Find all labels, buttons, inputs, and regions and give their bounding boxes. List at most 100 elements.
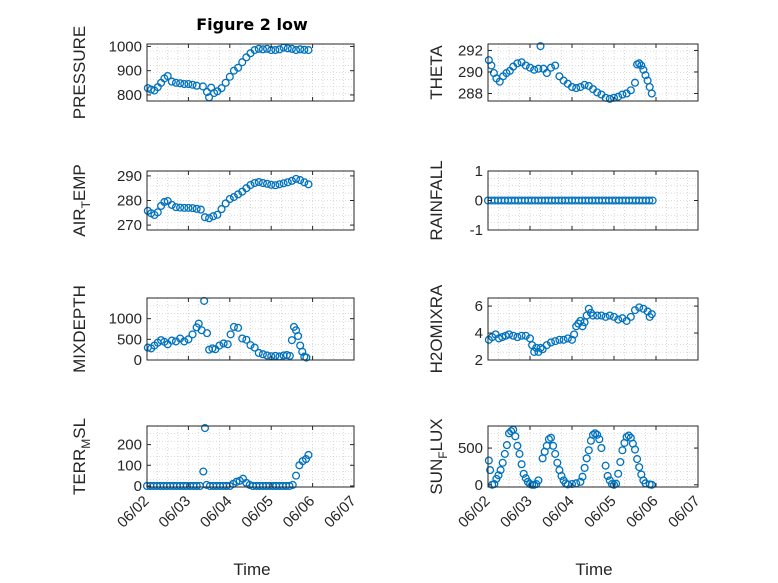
subplot-2: 288 290 292 THETA (427, 42, 699, 103)
data-point (283, 178, 292, 187)
data-point (500, 449, 509, 458)
data-point (511, 432, 520, 441)
y-axis-label: TERRMSL (70, 418, 93, 495)
y-tick-label: 1 (475, 163, 483, 180)
data-point (502, 441, 511, 450)
data-point (250, 343, 259, 352)
data-point (507, 427, 516, 436)
data-point (635, 59, 644, 68)
x-tick-label: 06/03 (497, 493, 536, 532)
data-point (221, 78, 230, 87)
data-point (221, 199, 230, 208)
data-point (521, 61, 530, 70)
axes-box (487, 425, 699, 488)
data-point (605, 311, 614, 320)
data-point (517, 331, 526, 340)
x-tick-label: 06/07 (321, 493, 360, 532)
data-point (202, 329, 212, 338)
data-point (618, 90, 627, 99)
data-point (614, 469, 623, 478)
data-point (234, 323, 243, 332)
data-point (291, 471, 301, 480)
y-tick-label: 1000 (109, 38, 142, 55)
data-point (198, 82, 207, 91)
data-point (648, 196, 657, 205)
data-point (578, 322, 587, 331)
data-point (225, 194, 234, 204)
data-point (645, 196, 654, 205)
data-point (626, 312, 635, 321)
data-point (515, 449, 524, 458)
data-point (593, 430, 602, 439)
data-point (283, 44, 292, 53)
data-point (200, 424, 210, 433)
data-point (536, 42, 545, 51)
data-point (200, 213, 210, 222)
data-point (549, 441, 558, 450)
data-point (285, 351, 294, 360)
data-point (304, 46, 313, 55)
data-point (542, 68, 551, 78)
y-axis-label: PRESSURE (70, 26, 89, 120)
axes-box (146, 425, 355, 488)
data-point (296, 176, 305, 185)
data-point (263, 44, 272, 53)
subplot-4: -1 0 1 RAINFALL (427, 160, 699, 241)
data-point (298, 347, 307, 356)
data-point (246, 341, 255, 350)
x-tick-label: 06/04 (539, 493, 578, 532)
data-point (194, 319, 203, 328)
axes-box (487, 43, 699, 102)
data-point (551, 337, 560, 346)
data-point (288, 480, 297, 489)
data-point (217, 84, 226, 93)
data-point (630, 445, 640, 454)
data-point (546, 433, 556, 442)
data-point (588, 430, 598, 439)
data-point (563, 480, 572, 489)
y-tick-label: 290 (117, 168, 142, 185)
data-point (557, 471, 566, 481)
data-point (167, 336, 176, 345)
data-point (176, 79, 185, 88)
y-tick-label: 1000 (109, 311, 142, 328)
data-point (176, 203, 185, 212)
subplot-1: 800 900 1000 PRESSURE (70, 26, 355, 120)
data-point (593, 311, 602, 320)
x-tick-label: 06/05 (238, 493, 277, 532)
data-point (199, 467, 208, 476)
data-point (498, 458, 507, 467)
y-tick-label: 800 (117, 87, 142, 104)
y-axis-label: THETA (427, 45, 446, 100)
y-tick-label: 280 (117, 193, 142, 210)
y-axis-label: H2OMIXRA (427, 284, 446, 373)
data-point (250, 46, 259, 55)
data-point (635, 303, 644, 312)
data-point (285, 481, 294, 491)
data-point (163, 71, 172, 81)
y-tick-label: 6 (475, 298, 483, 315)
x-tick-label: 06/05 (581, 493, 620, 532)
data-point (294, 331, 303, 341)
data-point (196, 205, 205, 214)
data-point (588, 311, 598, 320)
data-point (271, 181, 280, 190)
data-point (223, 340, 232, 349)
axes-box (146, 297, 355, 361)
y-tick-label: 0 (134, 352, 142, 369)
y-tick-label: 270 (117, 217, 142, 234)
data-point (291, 174, 301, 183)
data-point (567, 82, 577, 92)
y-tick-label: 100 (117, 457, 142, 474)
data-point (576, 477, 585, 486)
data-point (519, 469, 528, 478)
data-point (647, 480, 656, 489)
data-point (275, 45, 284, 54)
data-point (258, 178, 267, 188)
plot-area (147, 171, 354, 230)
data-point (267, 180, 276, 189)
data-point (544, 435, 553, 444)
y-tick-label: 500 (117, 331, 142, 348)
data-point (184, 335, 193, 344)
